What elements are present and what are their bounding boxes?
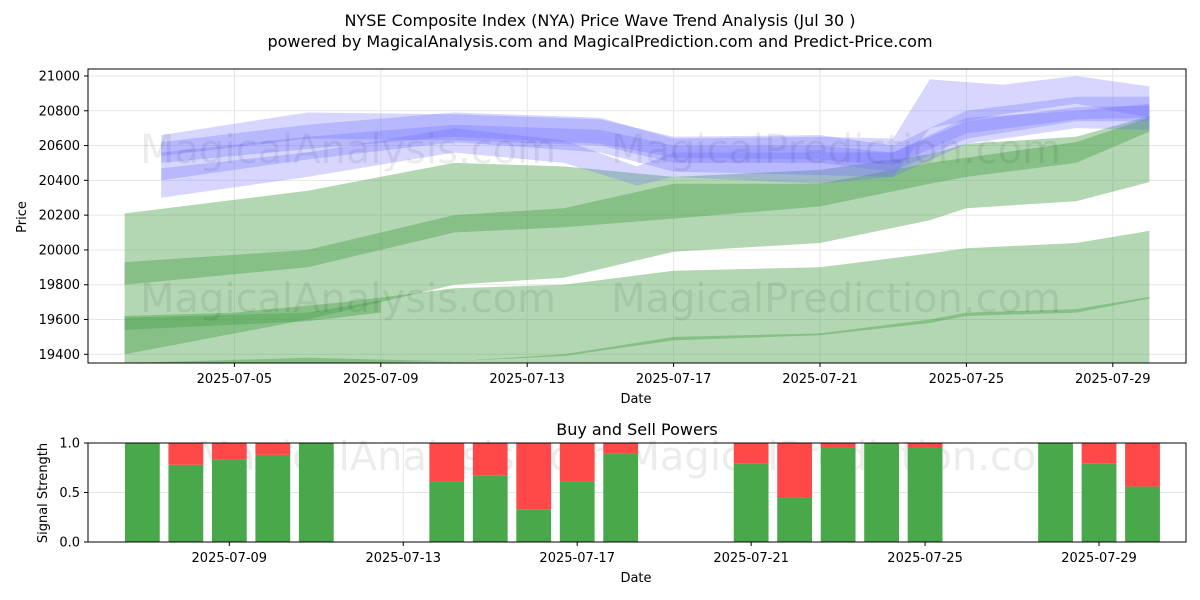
buy-bar <box>1038 443 1073 542</box>
price-x-tick-label: 2025-07-29 <box>1075 372 1151 387</box>
buy-bar <box>559 481 595 542</box>
price-x-axis-label: Date <box>620 392 651 407</box>
buy-sell-title: Buy and Sell Powers <box>556 420 718 439</box>
green-band-1 <box>124 117 1150 285</box>
green-band-4 <box>124 300 381 330</box>
sell-bar <box>559 443 595 482</box>
buy-bar <box>1125 486 1160 542</box>
price-y-tick-label: 21000 <box>39 69 80 84</box>
sell-bar <box>429 443 465 482</box>
watermark-analysis: MagicalAnalysis.com <box>140 127 556 173</box>
buy-sell-y-tick-label: 1.0 <box>59 437 80 452</box>
price-x-tick-label: 2025-07-25 <box>929 372 1005 387</box>
buy-bar <box>516 509 552 542</box>
blue-band-1 <box>161 76 1150 181</box>
chart-title-line2: powered by MagicalAnalysis.com and Magic… <box>267 32 932 51</box>
buy-sell-x-tick-label: 2025-07-25 <box>887 551 963 566</box>
sell-bar <box>168 443 204 465</box>
sell-bar <box>733 443 769 464</box>
watermark-prediction: MagicalPrediction.com <box>611 276 1061 322</box>
price-y-tick-label: 20200 <box>39 209 80 224</box>
price-y-tick-label: 20400 <box>39 174 80 189</box>
buy-bar <box>733 463 769 542</box>
blue-band-0 <box>161 96 1150 172</box>
buy-bar <box>472 475 508 542</box>
buy-bar <box>907 447 943 542</box>
green-band-0 <box>124 116 1150 355</box>
price-y-tick-label: 20600 <box>39 139 80 154</box>
price-bands <box>124 76 1150 363</box>
sell-bar <box>1125 443 1160 487</box>
price-x-tick-label: 2025-07-09 <box>343 372 419 387</box>
buy-sell-y-tick-label: 0.0 <box>59 536 80 551</box>
price-y-tick-label: 19400 <box>39 348 80 363</box>
buy-sell-x-tick-label: 2025-07-29 <box>1061 551 1137 566</box>
watermark-analysis: MagicalAnalysis.com <box>140 276 556 322</box>
price-x-tick-label: 2025-07-05 <box>197 372 273 387</box>
sell-bar <box>255 443 291 455</box>
buy-bar <box>168 464 204 542</box>
buy-bar <box>777 497 813 542</box>
price-x-tick-label: 2025-07-21 <box>782 372 858 387</box>
buy-bar <box>429 481 465 542</box>
price-wave-chart: 2025-07-05 2025-07-09 2025-07-13 2025-07-17… <box>15 68 1187 407</box>
buy-bar <box>255 454 291 542</box>
price-plot-frame <box>87 68 1187 364</box>
buy-bar <box>820 447 856 542</box>
blue-band-2 <box>161 103 1150 198</box>
buy-bar <box>124 443 160 542</box>
sell-bar <box>211 443 247 460</box>
sell-bar <box>472 443 508 476</box>
price-y-tick-label: 20000 <box>39 243 80 258</box>
price-y-tick-label: 19600 <box>39 313 80 328</box>
price-x-tick-label: 2025-07-17 <box>636 372 712 387</box>
buy-bar <box>1081 463 1117 542</box>
buy-sell-x-tick-label: 2025-07-17 <box>539 551 615 566</box>
green-band-2 <box>124 296 1150 363</box>
blue-band-3 <box>161 105 1150 165</box>
green-band-3 <box>124 230 1150 363</box>
buy-bar <box>211 459 247 542</box>
buy-sell-x-tick-label: 2025-07-21 <box>713 551 789 566</box>
sell-bar <box>516 443 552 510</box>
sell-bar <box>603 443 639 454</box>
watermark-prediction: MagicalPrediction.com <box>611 127 1061 173</box>
sell-bar <box>820 443 856 448</box>
buy-bar <box>603 453 639 542</box>
price-y-tick-label: 20800 <box>39 104 80 119</box>
buy-sell-x-tick-label: 2025-07-13 <box>365 551 441 566</box>
sell-bar <box>777 443 813 498</box>
buy-sell-x-tick-label: 2025-07-09 <box>192 551 268 566</box>
price-x-tick-label: 2025-07-13 <box>489 372 565 387</box>
buy-bar <box>298 443 334 542</box>
buy-sell-x-axis-label: Date <box>620 571 651 586</box>
buy-sell-y-tick-label: 0.5 <box>59 486 80 501</box>
buy-sell-y-axis-label: Signal Strength <box>36 443 51 543</box>
price-grid <box>88 69 1186 363</box>
price-y-tick-label: 19800 <box>39 278 80 293</box>
buy-bar <box>864 443 899 542</box>
sell-bar <box>1081 443 1117 464</box>
chart-title-line1: NYSE Composite Index (NYA) Price Wave Tr… <box>344 11 855 30</box>
sell-bar <box>907 443 943 448</box>
price-y-axis-label: Price <box>15 201 30 233</box>
